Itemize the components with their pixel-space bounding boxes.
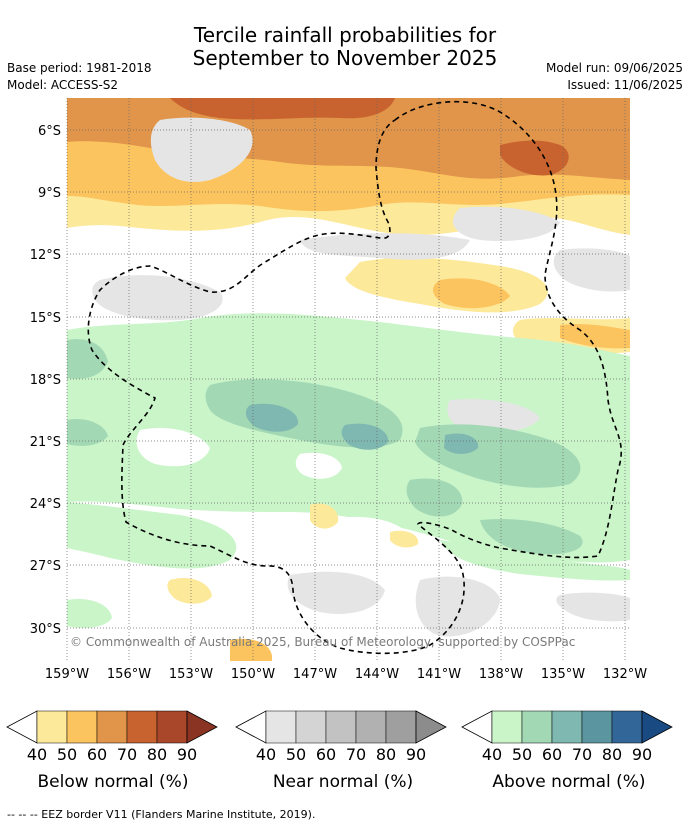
legend-arrow-low [461,710,493,744]
longitude-label: 141°W [417,667,461,682]
legend-tick-label: 50 [512,745,532,764]
legend-swatch [521,710,553,744]
legend-tick-label: 40 [27,745,47,764]
longitude-label: 132°W [603,667,647,682]
legend-colorbar: 40 50 60 70 80 90 [6,710,218,764]
legend-swatch [156,710,188,744]
issued-date: Issued: 11/06/2025 [567,78,683,92]
legend-colorbar: 40 50 60 70 80 90 [461,710,673,764]
legend-arrow-high [415,710,447,744]
legend-tick-label: 80 [376,745,396,764]
legend-tick-label: 40 [482,745,502,764]
latitude-label: 30°S [30,622,61,637]
model-run: Model run: 09/06/2025 [545,61,683,75]
model-name: Model: ACCESS-S2 [7,78,119,92]
longitude-label: 135°W [541,667,585,682]
legend-swatch [551,710,583,744]
legend-tick-label: 50 [286,745,306,764]
legend-arrow-high [186,710,218,744]
legend-swatch [611,710,643,744]
base-period: Base period: 1981-2018 [7,61,152,75]
legend-tick-label: 60 [542,745,562,764]
longitude-label: 138°W [479,667,523,682]
meta-left: Base period: 1981-2018 Model: ACCESS-S2 [7,60,152,94]
eez-border [87,100,623,655]
legend-title-below: Below normal (%) [37,772,189,792]
legend-tick-label: 70 [572,745,592,764]
legend-tick-label: 90 [406,745,426,764]
legend-tick-label: 90 [177,745,197,764]
longitude-label: 159°W [45,667,89,682]
longitude-label: 147°W [293,667,337,682]
latitude-label: 6°S [38,124,61,139]
meta-right: Model run: 09/06/2025 Issued: 11/06/2025 [546,60,683,94]
latitude-label: 12°S [30,248,61,263]
legend-arrow-low [235,710,267,744]
eez-footnote: -- -- -- EEZ border V11 (Flanders Marine… [7,808,316,821]
latitude-label: 21°S [30,435,61,450]
legend-tick-label: 60 [87,745,107,764]
legend-tick-label: 80 [147,745,167,764]
longitude-labels: 159°W 156°W 153°W 150°W 147°W 144°W 141°W 138°W… [45,667,647,682]
longitude-label: 144°W [355,667,399,682]
legend-arrow-low [6,710,38,744]
legend-tick-label: 70 [117,745,137,764]
legend-swatch [36,710,68,744]
legend-swatch [581,710,613,744]
legend-colorbar: 40 50 60 70 80 90 [235,710,447,764]
title-line-1: Tercile rainfall probabilities for [193,23,497,47]
title-line-2: September to November 2025 [192,46,498,70]
legend-swatch [295,710,327,744]
longitude-label: 150°W [231,667,275,682]
latitude-label: 24°S [30,497,61,512]
legend-tick-label: 90 [632,745,652,764]
legend-swatch [385,710,417,744]
legend-swatch [355,710,387,744]
legend-swatch [325,710,357,744]
chart-title: Tercile rainfall probabilities for Septe… [0,24,690,70]
copyright-notice: © Commonwealth of Australia 2025, Bureau… [70,635,575,649]
latitude-labels: 6°S 9°S 12°S 15°S 18°S 21°S 24°S 27°S 30°S [30,124,61,637]
legend-swatch [265,710,297,744]
legend-swatch [491,710,523,744]
color-legends: 40 50 60 70 80 90 40 50 60 70 80 90 40 50 60 70 80 90 [6,710,673,764]
graticule [66,98,630,661]
latitude-label: 18°S [30,373,61,388]
legend-title-above: Above normal (%) [492,772,646,792]
legend-tick-label: 80 [602,745,622,764]
legend-tick-label: 60 [316,745,336,764]
latitude-label: 15°S [30,311,61,326]
legend-tick-label: 50 [57,745,77,764]
legend-tick-label: 70 [346,745,366,764]
legend-swatch [66,710,98,744]
latitude-label: 27°S [30,559,61,574]
legend-swatch [126,710,158,744]
longitude-label: 156°W [107,667,151,682]
legend-swatch [96,710,128,744]
longitude-label: 153°W [169,667,213,682]
legend-arrow-high [641,710,673,744]
latitude-label: 9°S [38,186,61,201]
probability-field [67,98,630,661]
legend-title-near: Near normal (%) [272,772,414,792]
legend-tick-label: 40 [256,745,276,764]
